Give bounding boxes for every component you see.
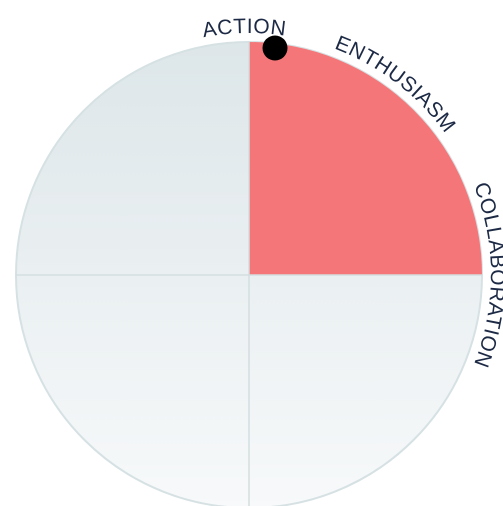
position-marker[interactable] [262, 35, 288, 61]
